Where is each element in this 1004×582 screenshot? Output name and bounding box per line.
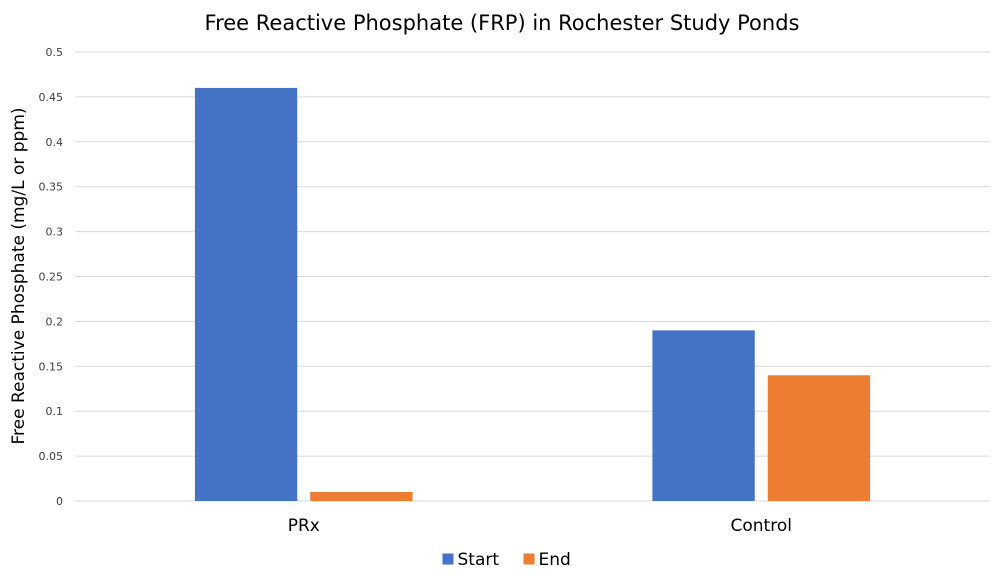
y-tick-label: 0.2 (46, 315, 64, 328)
legend-swatch (523, 553, 535, 565)
bar-end-control (767, 375, 871, 501)
y-tick-label: 0.05 (39, 450, 64, 463)
legend-label: Start (458, 550, 500, 570)
y-tick-label: 0.35 (39, 181, 64, 194)
legend: Start End (442, 550, 571, 570)
y-tick-label: 0.3 (46, 226, 64, 239)
legend-item-start: Start (442, 550, 500, 570)
y-tick-label: 0.4 (46, 136, 64, 149)
y-tick-label: 0.45 (39, 91, 64, 104)
bar-end-prx (310, 492, 413, 501)
legend-item-end: End (523, 550, 571, 570)
x-tick-label: PRx (288, 516, 320, 536)
legend-label: End (539, 550, 571, 570)
y-axis-label: Free Reactive Phosphate (mg/L or ppm) (9, 107, 29, 444)
chart-title: Free Reactive Phosphate (FRP) in Rochest… (205, 11, 800, 35)
bars (194, 87, 871, 502)
y-tick-label: 0.15 (39, 360, 64, 373)
y-tick-label: 0.25 (39, 271, 64, 284)
bar-start-control (652, 330, 755, 501)
y-tick-label: 0.5 (46, 46, 64, 59)
y-tick-label: 0.1 (46, 405, 64, 418)
x-axis-ticks: PRx Control (288, 516, 792, 536)
bar-start-prx (194, 87, 298, 502)
legend-swatch (442, 553, 454, 565)
x-tick-label: Control (731, 516, 792, 536)
y-axis-ticks: 0 0.05 0.1 0.15 0.2 0.25 0.3 0.35 0.4 0.45 0.5 (39, 46, 64, 508)
y-tick-label: 0 (56, 495, 63, 508)
